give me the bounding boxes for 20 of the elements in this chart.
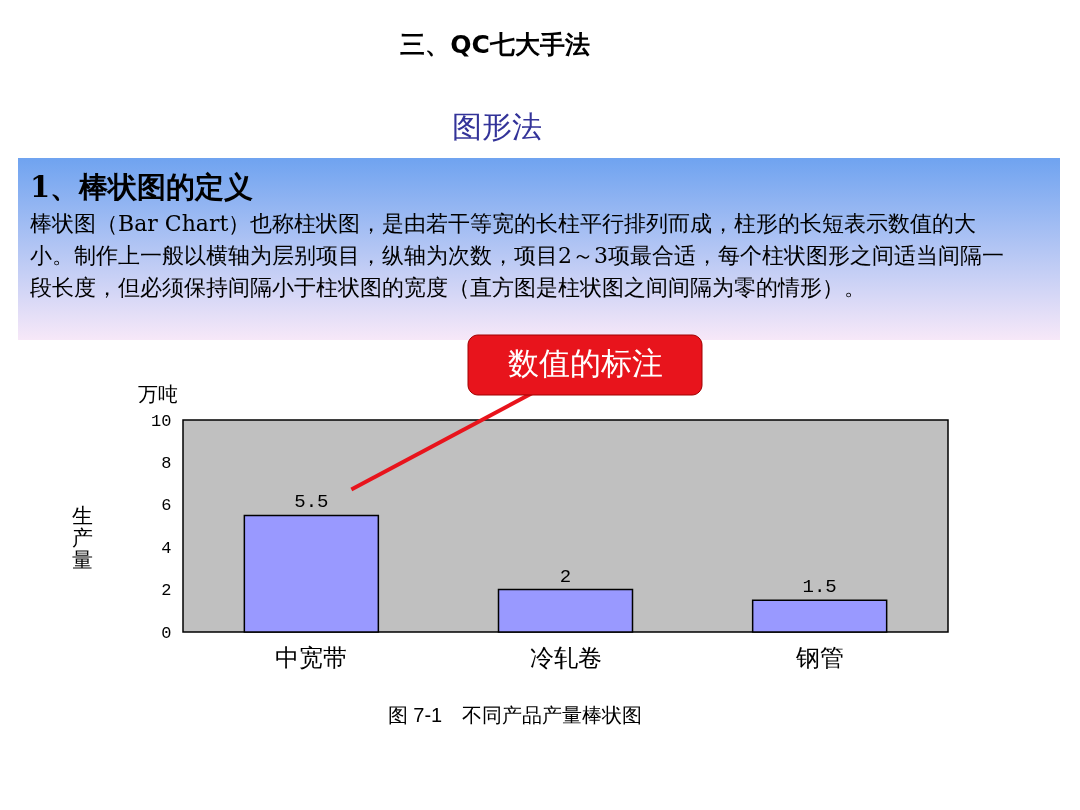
y-axis-title: 生产量 (71, 504, 93, 571)
y-tick-label: 8 (161, 453, 172, 473)
y-tick-label: 6 (161, 496, 172, 516)
text: 1、棒状图的定义 (30, 170, 254, 204)
chart-title: 三、QC七大手法 (400, 30, 590, 59)
y-tick-label: 0 (161, 623, 172, 643)
x-tick-label: 中宽带 (275, 643, 348, 672)
data-label: 2 (559, 565, 572, 588)
y-tick-label: 4 (161, 538, 172, 558)
y-tick-label: 10 (151, 411, 172, 431)
caption: 图 7-1 不同产品产量棒状图 (387, 704, 643, 726)
y-tick-label: 2 (161, 581, 172, 601)
text: 棒状图（Bar Chart）也称柱状图，是由若干等宽的长柱平行排列而成，柱形的长短表示数值的大小。制作上一般以横轴为层别项目，纵轴为次数，项目2～3项最合适，每个柱状图形之间适当间隔一段长度，但必须保持间隔小于柱状图的宽度（直方图是柱状图之间间隔为零的情形）。 (30, 211, 1004, 300)
chart-subtitle: 图形法 (452, 109, 542, 144)
data-label: 5.5 (294, 491, 329, 514)
x-tick-label: 钢管 (794, 643, 844, 672)
text: 万吨 (138, 383, 178, 405)
data-label: 1.5 (802, 576, 837, 599)
x-tick-label: 冷轧卷 (529, 643, 602, 672)
text: 数值的标注 (507, 345, 663, 381)
